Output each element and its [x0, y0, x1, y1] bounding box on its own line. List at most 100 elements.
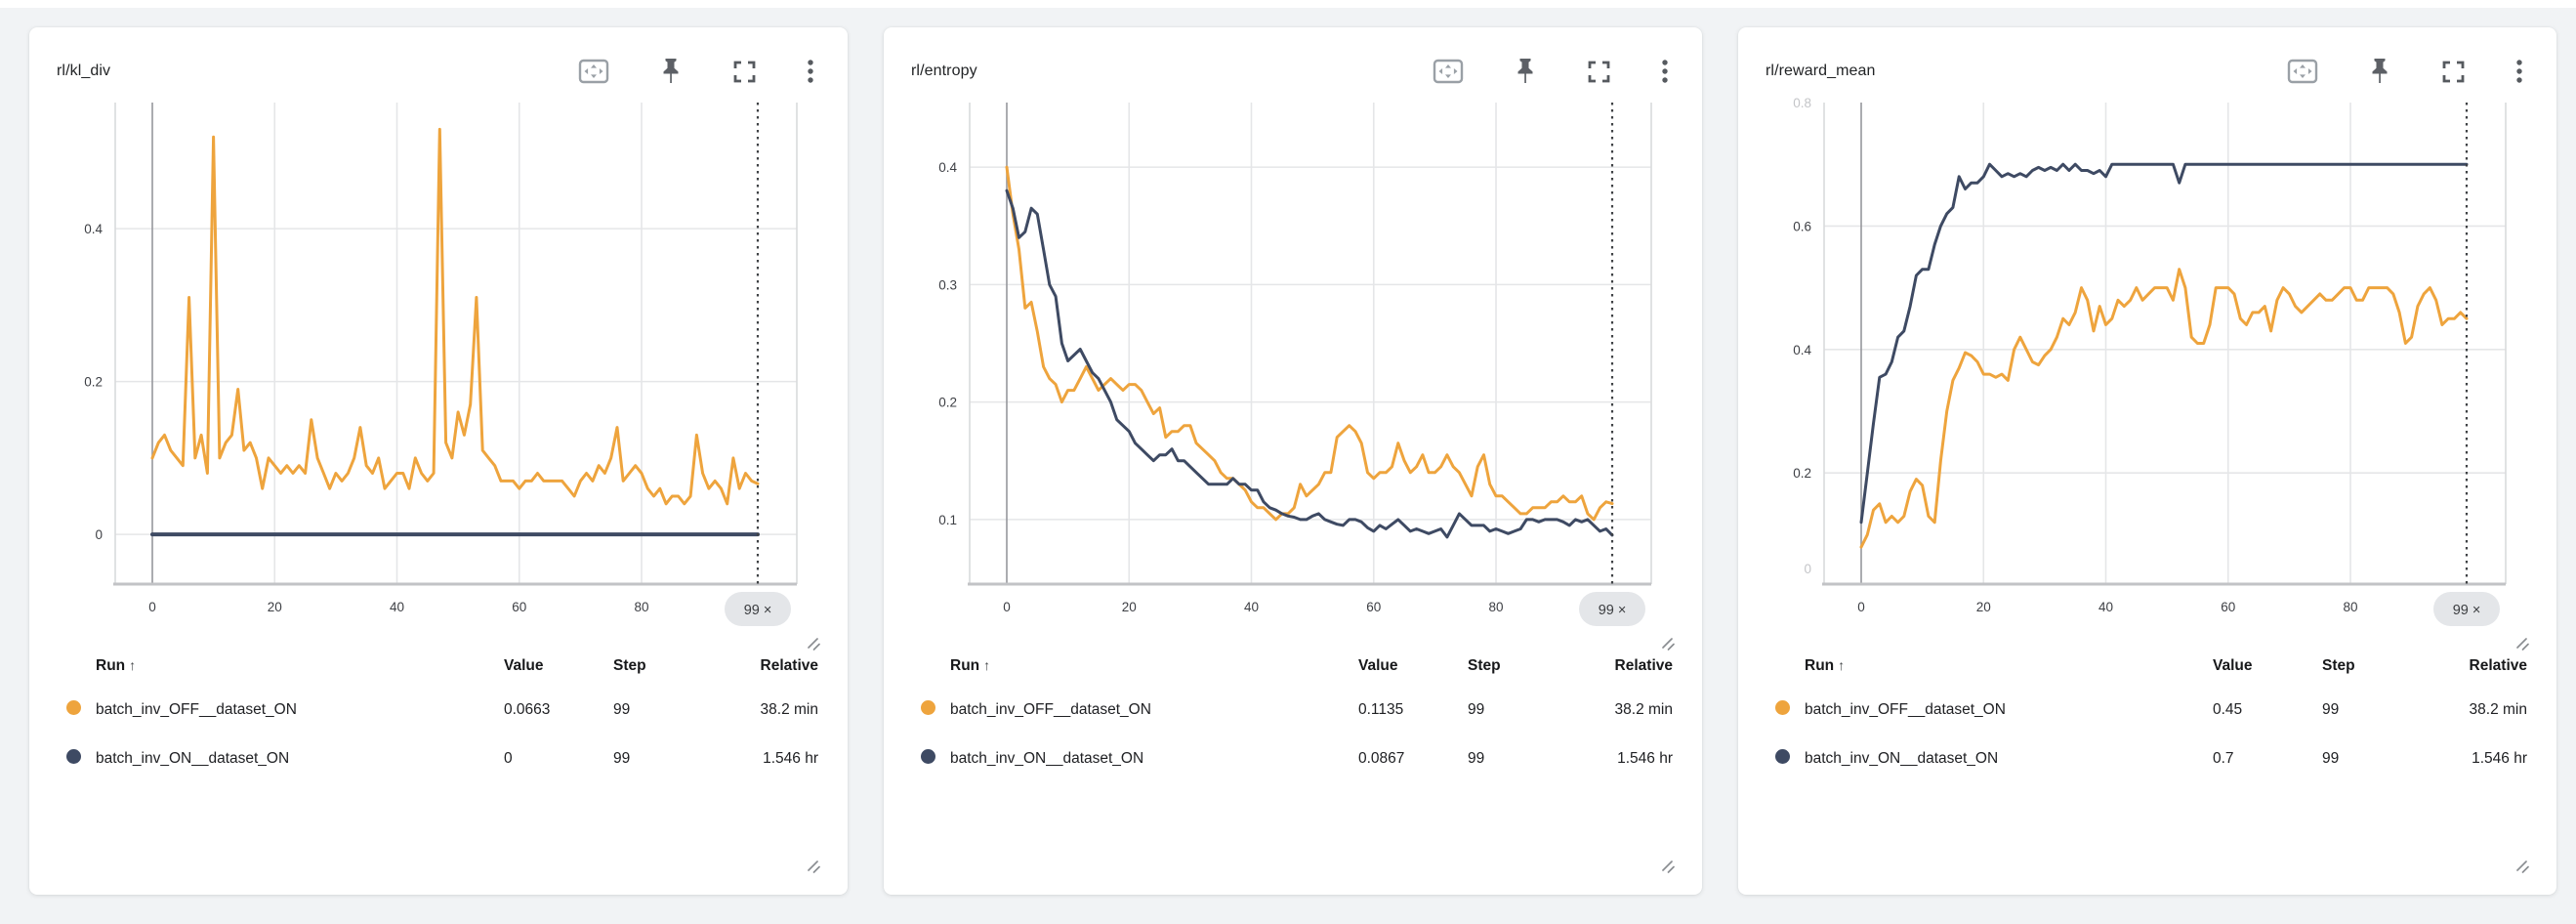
chart-area[interactable]: 0 0.2 0.4 0 20 40 60 80 99 × — [45, 94, 848, 631]
resize-handle[interactable] — [1659, 858, 1677, 875]
metric-panel-card: rl/reward_mean — [1738, 27, 2556, 895]
legend-run-row[interactable]: batch_inv_OFF__dataset_ON 0.45 99 38.2 m… — [1775, 686, 2527, 735]
legend-header-row: Run ↑ Value Step Relative — [66, 647, 818, 686]
run-relative: 1.546 hr — [1617, 750, 1673, 767]
pan-zoom-button[interactable] — [2286, 58, 2319, 85]
panel-title: rl/reward_mean — [1766, 63, 1876, 79]
run-name[interactable]: batch_inv_ON__dataset_ON — [1805, 750, 1999, 767]
svg-text:0: 0 — [1857, 600, 1865, 614]
pan-icon — [2287, 59, 2318, 84]
svg-text:40: 40 — [2098, 600, 2113, 614]
panel-menu-button[interactable] — [1661, 58, 1669, 85]
resize-handle[interactable] — [805, 635, 822, 652]
svg-text:0: 0 — [1003, 600, 1011, 614]
legend-run-row[interactable]: batch_inv_ON__dataset_ON 0 99 1.546 hr — [66, 735, 818, 783]
legend-header-step[interactable]: Step — [613, 657, 646, 674]
panel-header: rl/reward_mean — [1738, 27, 2556, 90]
svg-text:40: 40 — [1244, 600, 1259, 614]
run-legend-table: Run ↑ Value Step Relative batch_inv_OFF__… — [1775, 647, 2527, 783]
fullscreen-button[interactable] — [1586, 59, 1612, 85]
run-relative: 38.2 min — [1614, 701, 1673, 718]
fullscreen-icon — [733, 61, 756, 82]
chart-area[interactable]: 0.1 0.2 0.3 0.4 0 20 40 60 80 99 × — [899, 94, 1702, 631]
legend-header-value[interactable]: Value — [2213, 657, 2253, 674]
legend-run-row[interactable]: batch_inv_OFF__dataset_ON 0.0663 99 38.2… — [66, 686, 818, 735]
sort-ascending-icon: ↑ — [983, 657, 991, 673]
run-name[interactable]: batch_inv_OFF__dataset_ON — [96, 701, 297, 718]
svg-text:80: 80 — [634, 600, 648, 614]
sort-ascending-icon: ↑ — [1838, 657, 1846, 673]
run-step: 99 — [2322, 750, 2340, 767]
resize-handle[interactable] — [2514, 858, 2531, 875]
legend-header-run[interactable]: Run ↑ — [96, 657, 137, 674]
legend-header-run[interactable]: Run ↑ — [950, 657, 991, 674]
svg-text:0.4: 0.4 — [938, 160, 957, 175]
page-top-strip — [0, 0, 2576, 8]
resize-handle[interactable] — [1659, 635, 1677, 652]
panel-menu-button[interactable] — [2515, 58, 2523, 85]
sort-ascending-icon: ↑ — [129, 657, 137, 673]
run-color-dot — [921, 700, 935, 715]
svg-text:0.2: 0.2 — [938, 396, 957, 410]
svg-text:0.3: 0.3 — [938, 277, 957, 292]
svg-text:60: 60 — [1366, 600, 1381, 614]
panel-toolbar — [1432, 57, 1669, 86]
pan-icon — [578, 59, 609, 84]
pin-panel-button[interactable] — [1514, 57, 1537, 86]
panel-menu-button[interactable] — [807, 58, 814, 85]
legend-header-row: Run ↑ Value Step Relative — [1775, 647, 2527, 686]
run-step: 99 — [1468, 750, 1485, 767]
fullscreen-button[interactable] — [2440, 59, 2467, 85]
svg-text:60: 60 — [2221, 600, 2235, 614]
legend-header-step[interactable]: Step — [2322, 657, 2355, 674]
svg-text:20: 20 — [268, 600, 282, 614]
legend-header-step[interactable]: Step — [1468, 657, 1501, 674]
legend-header-value[interactable]: Value — [1358, 657, 1398, 674]
run-name[interactable]: batch_inv_ON__dataset_ON — [950, 750, 1144, 767]
run-relative: 38.2 min — [2469, 701, 2527, 718]
resize-handle[interactable] — [805, 858, 822, 875]
run-relative: 38.2 min — [760, 701, 818, 718]
panel-title: rl/kl_div — [57, 63, 111, 79]
svg-text:80: 80 — [1488, 600, 1503, 614]
svg-text:0: 0 — [1804, 562, 1811, 576]
svg-text:0.2: 0.2 — [1793, 466, 1811, 481]
panel-header: rl/kl_div — [29, 27, 848, 90]
legend-header-relative[interactable]: Relative — [1614, 657, 1673, 674]
legend-run-row[interactable]: batch_inv_ON__dataset_ON 0.7 99 1.546 hr — [1775, 735, 2527, 783]
panel-header: rl/entropy — [884, 27, 1702, 90]
legend-run-row[interactable]: batch_inv_OFF__dataset_ON 0.1135 99 38.2… — [921, 686, 1673, 735]
legend-header-relative[interactable]: Relative — [2469, 657, 2527, 674]
run-name[interactable]: batch_inv_OFF__dataset_ON — [950, 701, 1151, 718]
run-value: 0.7 — [2213, 750, 2234, 767]
run-relative: 1.546 hr — [763, 750, 818, 767]
line-chart[interactable]: 0.1 0.2 0.3 0.4 0 20 40 60 80 99 × — [899, 94, 1671, 631]
line-chart[interactable]: 0 0.2 0.4 0 20 40 60 80 99 × — [45, 94, 816, 631]
resize-handle[interactable] — [2514, 635, 2531, 652]
legend-header-run[interactable]: Run ↑ — [1805, 657, 1846, 674]
kebab-menu-icon — [808, 60, 813, 83]
pin-panel-button[interactable] — [659, 57, 683, 86]
line-chart[interactable]: 0.2 0.4 0.6 0.8 0 0 20 40 60 80 99 × — [1754, 94, 2525, 631]
run-name[interactable]: batch_inv_OFF__dataset_ON — [1805, 701, 2006, 718]
legend-run-row[interactable]: batch_inv_ON__dataset_ON 0.0867 99 1.546… — [921, 735, 1673, 783]
fullscreen-button[interactable] — [731, 59, 758, 85]
kebab-menu-icon — [2516, 60, 2522, 83]
pan-zoom-button[interactable] — [1432, 58, 1465, 85]
svg-text:0: 0 — [95, 527, 103, 542]
run-step: 99 — [613, 701, 631, 718]
pin-icon — [1517, 59, 1533, 83]
legend-header-value[interactable]: Value — [504, 657, 544, 674]
pan-zoom-button[interactable] — [577, 58, 610, 85]
run-name[interactable]: batch_inv_ON__dataset_ON — [96, 750, 290, 767]
svg-text:80: 80 — [2343, 600, 2357, 614]
svg-text:0: 0 — [148, 600, 156, 614]
kebab-menu-icon — [1662, 60, 1668, 83]
metric-panel-card: rl/kl_div — [29, 27, 848, 895]
run-value: 0 — [504, 750, 513, 767]
legend-header-relative[interactable]: Relative — [760, 657, 818, 674]
pin-panel-button[interactable] — [2368, 57, 2391, 86]
panel-toolbar — [2286, 57, 2523, 86]
run-value: 0.45 — [2213, 701, 2243, 718]
chart-area[interactable]: 0.2 0.4 0.6 0.8 0 0 20 40 60 80 99 × — [1754, 94, 2556, 631]
